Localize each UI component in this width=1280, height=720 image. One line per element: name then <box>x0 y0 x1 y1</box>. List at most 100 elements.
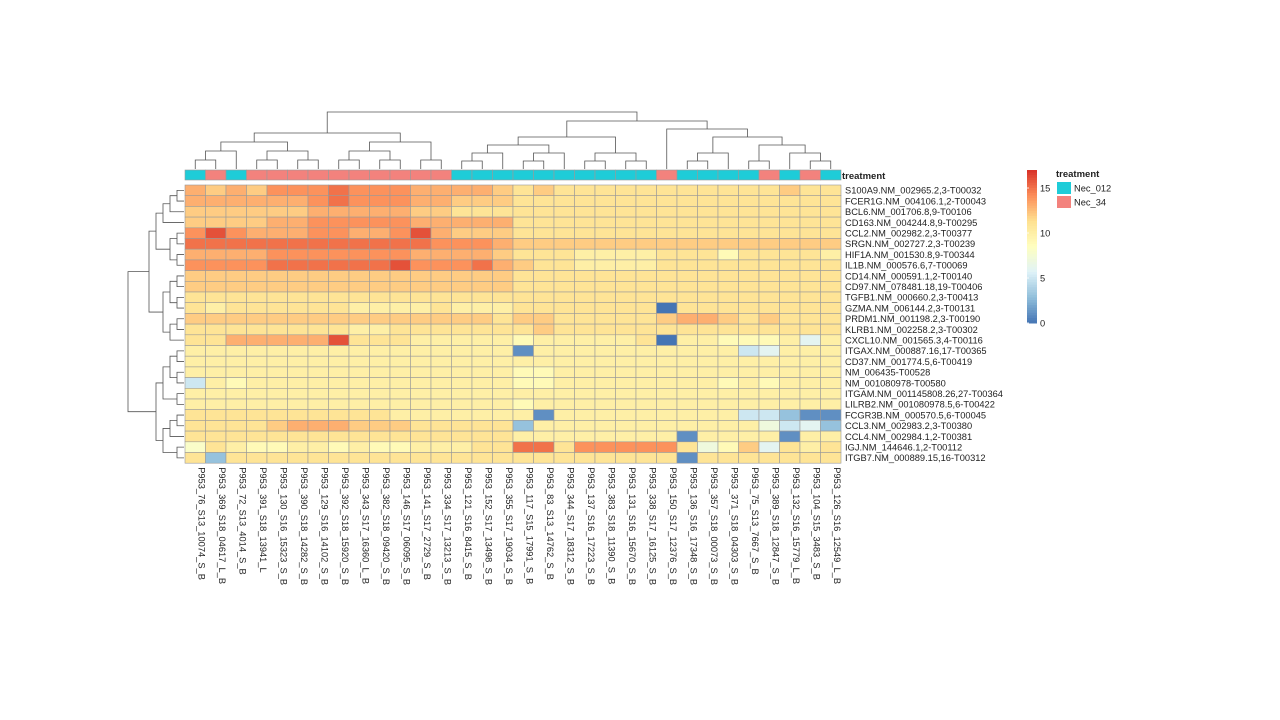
heatmap-cell <box>697 184 719 196</box>
heatmap-cell <box>697 323 719 336</box>
heatmap-cell <box>799 291 821 303</box>
heatmap-cell <box>369 291 391 303</box>
heatmap-cell <box>697 452 719 464</box>
heatmap-cell <box>779 291 801 303</box>
heatmap-cell <box>635 313 657 325</box>
heatmap-cell <box>676 409 698 421</box>
heatmap-cell <box>205 248 227 261</box>
heatmap-cell <box>512 441 534 453</box>
heatmap-cell <box>225 377 247 389</box>
heatmap-cell <box>594 452 616 464</box>
annotation-cell <box>287 169 309 181</box>
column-label: P953_343_S17_16360_L_B <box>361 467 371 584</box>
heatmap-cell <box>717 430 739 443</box>
heatmap-cell <box>758 323 780 336</box>
heatmap-cell <box>266 430 288 443</box>
heatmap-cell <box>430 313 452 325</box>
heatmap-cell <box>697 259 719 271</box>
heatmap-cell <box>553 270 575 282</box>
heatmap-cell <box>553 238 575 250</box>
heatmap-cell <box>717 452 739 464</box>
heatmap-cell <box>328 195 350 207</box>
colorbar-segment <box>1027 172 1037 176</box>
heatmap-cell <box>246 334 268 346</box>
dendrogram-branch <box>127 271 156 413</box>
heatmap-cell <box>348 366 370 378</box>
heatmap-cell <box>717 398 739 410</box>
colorbar-segment <box>1027 213 1037 217</box>
heatmap-cell <box>389 398 411 410</box>
heatmap-cell <box>615 430 637 443</box>
heatmap-cell <box>553 259 575 271</box>
heatmap-cell <box>430 184 452 196</box>
heatmap-cell <box>471 227 493 239</box>
heatmap-cell <box>307 313 329 325</box>
heatmap-cell <box>492 227 514 239</box>
heatmap-cell <box>307 238 329 250</box>
heatmap-cell <box>676 313 698 325</box>
heatmap-cell <box>471 420 493 432</box>
heatmap-cell <box>246 291 268 303</box>
heatmap-cell <box>492 259 514 271</box>
heatmap-cell <box>758 355 780 368</box>
heatmap-cell <box>799 184 821 196</box>
heatmap-cell <box>799 420 821 432</box>
dendrogram-branch <box>594 152 637 161</box>
heatmap-cell <box>738 398 760 410</box>
colorbar-segment <box>1027 208 1037 212</box>
heatmap-cell <box>492 302 514 314</box>
heatmap-cell <box>553 206 575 218</box>
heatmap-cell <box>205 452 227 464</box>
heatmap-cell <box>451 366 473 378</box>
heatmap-cell <box>820 366 842 378</box>
heatmap-cell <box>471 452 493 464</box>
colorbar-segment <box>1027 205 1037 209</box>
annotation-cell <box>410 169 432 181</box>
colorbar-segment <box>1027 289 1037 293</box>
heatmap-cell <box>471 291 493 303</box>
heatmap-cell <box>533 323 555 336</box>
heatmap-cell <box>676 441 698 453</box>
heatmap-cell <box>635 259 657 271</box>
heatmap-cell <box>471 345 493 357</box>
heatmap-cell <box>205 291 227 303</box>
heatmap-cell <box>205 420 227 432</box>
heatmap-cell <box>820 270 842 282</box>
colorbar-tick-label: 15 <box>1040 183 1050 193</box>
annotation-cell <box>820 169 842 181</box>
heatmap-cell <box>328 334 350 346</box>
column-label: P953_334_S17_13213_S_B <box>443 467 453 585</box>
heatmap-cell <box>615 270 637 282</box>
heatmap-cell <box>574 452 596 464</box>
heatmap-cell <box>594 387 616 400</box>
annotation-cell <box>594 169 616 181</box>
heatmap-cell <box>430 452 452 464</box>
heatmap-cell <box>799 377 821 389</box>
heatmap-cell <box>738 377 760 389</box>
heatmap-cell <box>389 420 411 432</box>
heatmap-cell <box>451 302 473 314</box>
heatmap-cell <box>471 366 493 378</box>
heatmap-cell <box>348 409 370 421</box>
heatmap-cell <box>492 409 514 421</box>
annotation-cell <box>328 169 350 181</box>
heatmap-cell <box>184 184 206 196</box>
heatmap-cell <box>246 398 268 410</box>
row-label: IGJ.NM_144646.1,2-T00112 <box>845 442 962 452</box>
heatmap-cell <box>512 270 534 282</box>
row-label: KLRB1.NM_002258.2,3-T00302 <box>845 325 978 335</box>
heatmap-cell <box>246 238 268 250</box>
heatmap-cell <box>492 430 514 443</box>
heatmap-cell <box>799 195 821 207</box>
heatmap-cell <box>717 441 739 453</box>
heatmap-cell <box>389 248 411 261</box>
heatmap-cell <box>307 452 329 464</box>
heatmap-cell <box>492 452 514 464</box>
dendrogram-branch <box>748 160 770 169</box>
heatmap-cell <box>758 313 780 325</box>
heatmap-cell <box>512 259 534 271</box>
heatmap-cell <box>266 302 288 314</box>
heatmap-cell <box>553 248 575 261</box>
row-label: FCER1G.NM_004106.1,2-T00043 <box>845 196 986 206</box>
heatmap-cell <box>287 259 309 271</box>
